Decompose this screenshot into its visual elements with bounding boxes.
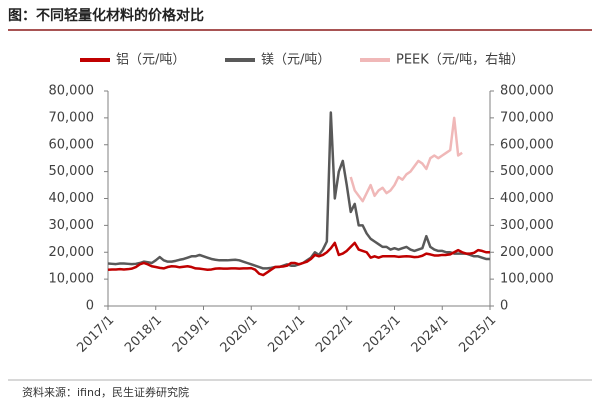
- source-note: 资料来源：ifind，民生证券研究院: [22, 385, 189, 399]
- y2-tick-label: 500,000: [500, 164, 554, 179]
- x-tick-label: 2019/1: [170, 313, 213, 356]
- x-tick-label: 2022/1: [313, 313, 356, 356]
- y2-tick-label: 700,000: [500, 110, 554, 125]
- y2-tick-label: 400,000: [500, 191, 554, 206]
- y-tick-label: 40,000: [49, 191, 95, 206]
- y-tick-label: 10,000: [49, 272, 95, 287]
- y-tick-label: 70,000: [49, 110, 95, 125]
- series-line: [107, 241, 490, 277]
- y2-tick-label: 200,000: [500, 245, 554, 260]
- series-line: [349, 116, 463, 203]
- x-tick-label: 2025/1: [456, 313, 499, 356]
- y2-tick-label: 600,000: [500, 137, 554, 152]
- y-tick-label: 60,000: [49, 137, 95, 152]
- y2-tick-label: 800,000: [500, 84, 554, 99]
- x-tick-label: 2020/1: [218, 313, 261, 356]
- y-tick-label: 50,000: [49, 164, 95, 179]
- chart-title: 图：不同轻量化材料的价格对比: [8, 7, 204, 24]
- y2-tick-label: 100,000: [500, 272, 554, 287]
- legend-label: 镁（元/吨）: [261, 53, 330, 68]
- legend-label: PEEK（元/吨，右轴）: [396, 53, 524, 68]
- x-tick-label: 2017/1: [74, 313, 117, 356]
- legend-label: 铝（元/吨）: [116, 53, 185, 68]
- y-tick-label: 0: [86, 299, 94, 314]
- y2-tick-label: 300,000: [500, 218, 554, 233]
- x-tick-label: 2018/1: [122, 313, 165, 356]
- y-tick-label: 30,000: [49, 218, 95, 233]
- y-tick-label: 20,000: [49, 245, 95, 260]
- y-tick-label: 80,000: [49, 84, 95, 99]
- x-tick-label: 2024/1: [409, 313, 452, 356]
- y2-tick-label: 0: [500, 299, 508, 314]
- series-line: [107, 111, 490, 270]
- x-tick-label: 2021/1: [265, 313, 308, 356]
- x-tick-label: 2023/1: [361, 313, 404, 356]
